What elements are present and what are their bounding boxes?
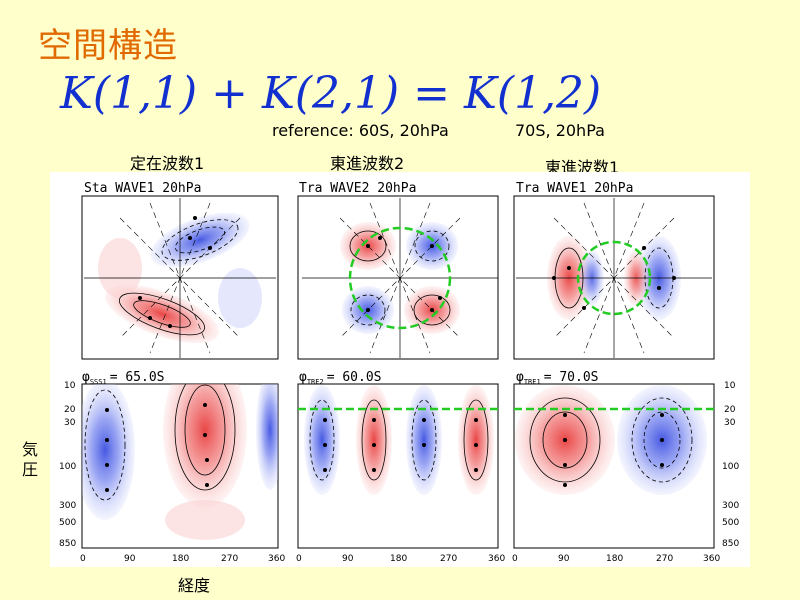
panel-label-1: 定在波数1 <box>130 154 205 173</box>
tick-label: 90 <box>558 554 570 564</box>
tick-label: 850 <box>722 539 739 549</box>
contour-positive <box>458 385 494 495</box>
section-2 <box>297 383 499 549</box>
x-axis-label: 経度 <box>178 576 211 595</box>
tick-label: 30 <box>64 418 76 428</box>
reference-label: reference: 60S, 20hPa <box>272 121 449 140</box>
slide-title: 空間構造 <box>38 26 178 66</box>
tick-label: 0 <box>80 554 86 564</box>
tick-label: 270 <box>656 554 673 564</box>
tick-label: 270 <box>221 554 238 564</box>
panel-header-3: Tra WAVE1 20hPa <box>516 181 633 196</box>
tick-label: 180 <box>606 554 623 564</box>
section-1 <box>81 383 279 549</box>
section-3 <box>513 383 715 549</box>
tick-label: 10 <box>724 381 736 391</box>
tick-label: 90 <box>342 554 354 564</box>
tick-label: 360 <box>703 554 720 564</box>
tick-label: 30 <box>724 418 736 428</box>
tick-label: 20 <box>64 405 76 415</box>
tick-label: 180 <box>172 554 189 564</box>
polar-map-1: Sta WAVE1 20hPa <box>81 181 279 360</box>
equation: K(1,1) + K(2,1) = K(1,2) <box>60 68 602 119</box>
tick-label: 850 <box>59 539 76 549</box>
contour-negative <box>82 384 135 520</box>
tick-label: 270 <box>440 554 457 564</box>
tick-label: 0 <box>512 554 518 564</box>
tick-label: 300 <box>722 501 739 511</box>
pressure-axis-left: 10 20 30 100 300 500 850 <box>59 381 76 549</box>
tick-label: 500 <box>59 518 76 528</box>
tick-label: 360 <box>488 554 505 564</box>
longitude-axis: 0 90 180 270 360 0 90 180 270 360 0 90 1… <box>80 554 720 564</box>
tick-label: 20 <box>724 405 736 415</box>
tick-label: 0 <box>296 554 302 564</box>
contour-positive <box>356 385 392 495</box>
contour-negative <box>256 384 278 490</box>
tick-label: 90 <box>124 554 136 564</box>
tick-label: 100 <box>59 462 76 472</box>
polar-map-2: Tra WAVE2 20hPa <box>297 181 499 360</box>
panel-label-2: 東進波数2 <box>330 154 405 173</box>
contour-negative <box>304 385 340 495</box>
tick-label: 100 <box>722 462 739 472</box>
contour-negative <box>406 385 442 495</box>
panel-header-2: Tra WAVE2 20hPa <box>299 181 416 196</box>
tick-label: 500 <box>722 518 739 528</box>
reference-circle <box>576 240 652 316</box>
contour-positive <box>105 284 219 344</box>
tick-label: 300 <box>59 501 76 511</box>
contour-negative <box>150 212 250 268</box>
y-axis-label: 気圧 <box>21 440 38 479</box>
panel-header-1: Sta WAVE1 20hPa <box>84 181 201 196</box>
tick-label: 180 <box>390 554 407 564</box>
pressure-axis-right: 10 20 30 100 300 500 850 <box>722 381 739 549</box>
polar-map-3: Tra WAVE1 20hPa <box>513 181 715 360</box>
tick-label: 10 <box>64 381 76 391</box>
contour-positive <box>163 384 247 508</box>
reference-circle <box>348 226 452 330</box>
tick-label: 360 <box>268 554 285 564</box>
reference-label-2: 70S, 20hPa <box>515 121 605 140</box>
